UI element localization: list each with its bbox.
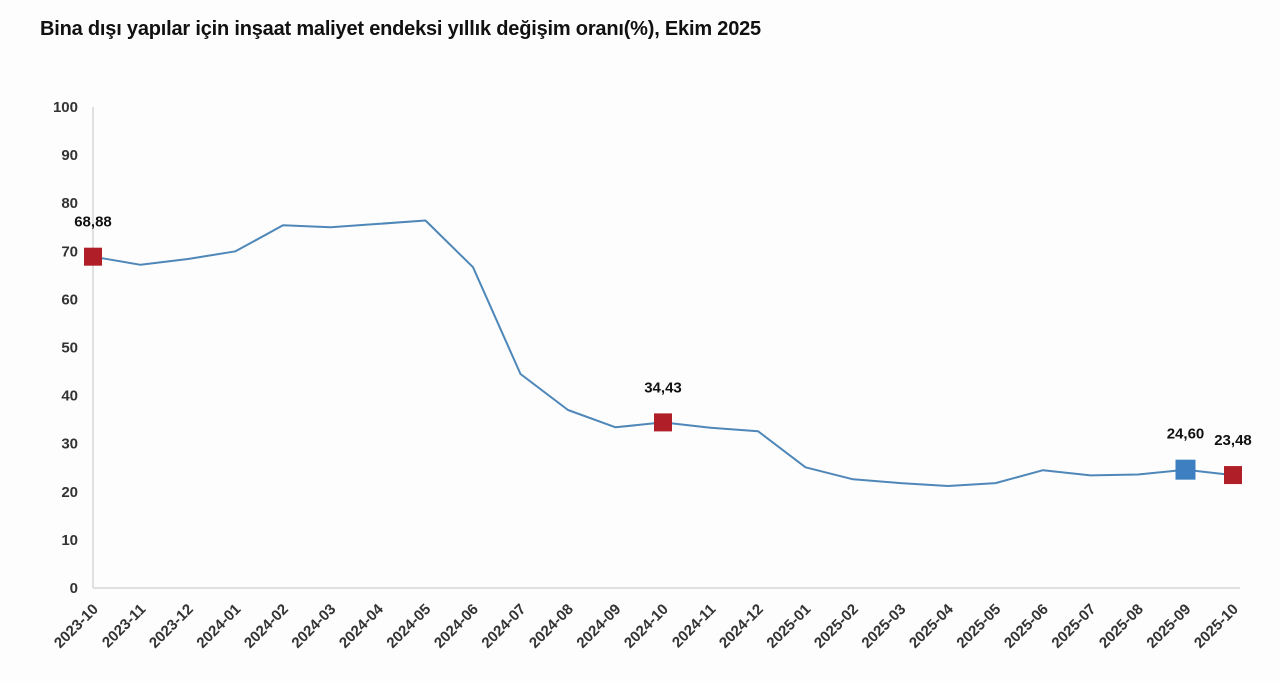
y-tick-label: 20 <box>61 484 78 501</box>
x-tick-label: 2025-02 <box>811 601 862 652</box>
y-tick-label: 90 <box>61 147 78 164</box>
data-point-marker[interactable] <box>84 247 102 266</box>
x-tick-label: 2025-01 <box>763 601 814 652</box>
x-tick-label: 2025-09 <box>1143 601 1194 652</box>
y-tick-label: 80 <box>61 195 78 212</box>
y-tick-label: 30 <box>61 436 78 453</box>
x-tick-label: 2025-04 <box>906 600 957 651</box>
x-tick-label: 2025-05 <box>953 601 1004 652</box>
x-tick-label: 2024-03 <box>288 601 339 652</box>
data-point-label: 23,48 <box>1214 432 1252 449</box>
y-tick-label: 60 <box>61 291 78 308</box>
data-point-marker[interactable] <box>654 413 672 432</box>
x-tick-label: 2024-09 <box>573 601 624 652</box>
x-tick-label: 2025-03 <box>858 601 909 652</box>
chart-title: Bina dışı yapılar için inşaat maliyet en… <box>40 18 761 40</box>
y-tick-label: 100 <box>53 99 78 116</box>
data-point-marker[interactable] <box>1224 466 1242 485</box>
y-tick-label: 40 <box>61 388 78 405</box>
x-tick-label: 2025-07 <box>1048 601 1099 652</box>
x-tick-label: 2024-05 <box>383 601 434 652</box>
x-tick-label: 2024-10 <box>621 601 672 652</box>
x-tick-label: 2024-12 <box>716 601 767 652</box>
y-tick-label: 70 <box>61 243 78 260</box>
series-line[interactable] <box>92 219 1234 487</box>
x-tick-label: 2024-01 <box>193 601 244 652</box>
y-tick-label: 50 <box>61 340 78 357</box>
x-tick-label: 2023-10 <box>51 601 102 652</box>
data-point-label: 24,60 <box>1167 426 1205 443</box>
data-point-marker[interactable] <box>1175 459 1196 480</box>
x-tick-label: 2023-11 <box>99 601 149 651</box>
data-point-label: 34,43 <box>644 379 682 396</box>
data-point-label: 68,88 <box>74 214 112 231</box>
x-tick-label: 2024-11 <box>669 601 719 651</box>
x-tick-label: 2023-12 <box>146 601 197 652</box>
x-tick-label: 2024-08 <box>526 601 577 652</box>
x-tick-label: 2024-06 <box>431 601 482 652</box>
y-tick-label: 0 <box>70 580 78 597</box>
x-tick-label: 2024-07 <box>478 601 529 652</box>
x-tick-label: 2024-02 <box>241 601 292 652</box>
y-tick-label: 10 <box>61 532 78 549</box>
x-tick-label: 2025-06 <box>1001 601 1052 652</box>
x-tick-label: 2024-04 <box>336 600 387 651</box>
x-tick-label: 2025-08 <box>1096 601 1147 652</box>
x-tick-label: 2025-10 <box>1191 601 1242 652</box>
